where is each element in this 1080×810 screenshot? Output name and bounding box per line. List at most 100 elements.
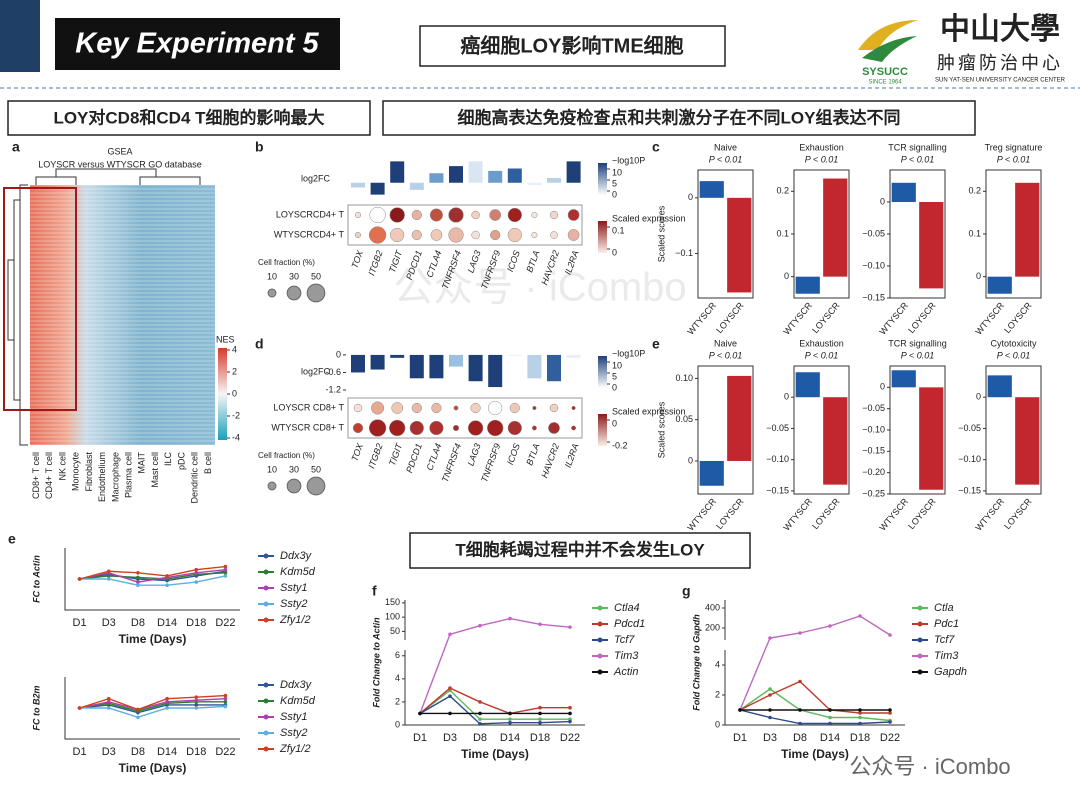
dot bbox=[368, 226, 387, 244]
bar bbox=[823, 397, 848, 485]
x-tick-label: D14 bbox=[157, 617, 177, 629]
fc-bar bbox=[507, 168, 522, 183]
y-tick-label: −0.25 bbox=[862, 488, 885, 498]
dot bbox=[430, 229, 443, 241]
colorbar-tick-label: 4 bbox=[232, 344, 237, 354]
y-tick-label: −0.15 bbox=[862, 292, 885, 302]
column-label: ILC bbox=[163, 452, 173, 467]
highlight-box bbox=[3, 187, 77, 411]
series-point bbox=[478, 711, 482, 716]
logo-cn: 中山大學 bbox=[940, 13, 1060, 46]
y-tick-label: 0 bbox=[715, 719, 720, 729]
legend-swatch bbox=[263, 746, 269, 752]
bar bbox=[987, 375, 1012, 398]
series-point bbox=[448, 711, 452, 716]
y-tick-label: −0.10 bbox=[862, 424, 885, 434]
gene-label: CTLA4 bbox=[425, 442, 444, 472]
colorbar-tick-label: 10 bbox=[612, 167, 622, 177]
series-point bbox=[136, 575, 140, 580]
dot bbox=[550, 231, 558, 239]
colorbar-tick-label: 5 bbox=[612, 371, 617, 381]
bar bbox=[795, 276, 820, 294]
series-line bbox=[79, 704, 226, 714]
dot bbox=[448, 227, 464, 243]
dot bbox=[369, 206, 386, 224]
fc-bar bbox=[351, 354, 365, 373]
y-tick-label: −0.20 bbox=[862, 467, 885, 477]
legend-label: Tim3 bbox=[614, 650, 639, 662]
dot bbox=[352, 422, 364, 434]
dot bbox=[411, 229, 422, 241]
dot bbox=[531, 211, 538, 219]
heading-box bbox=[7, 100, 371, 136]
y-tick-label: −0.15 bbox=[862, 446, 885, 456]
y-tick-label: 0.1 bbox=[968, 228, 981, 238]
bar-title: Cytotoxicity bbox=[990, 338, 1037, 348]
bar bbox=[891, 370, 916, 388]
colorbar-tick-label: 0 bbox=[612, 382, 617, 392]
title-box bbox=[419, 25, 726, 67]
y-tick-label: −0.15 bbox=[766, 485, 789, 495]
column-label: NK cell bbox=[57, 452, 67, 481]
bar bbox=[1015, 182, 1040, 277]
plot-frame bbox=[985, 365, 1042, 495]
panel-label: b bbox=[255, 139, 264, 155]
series-point bbox=[165, 700, 169, 704]
series-point bbox=[165, 574, 169, 578]
bar-title: Treg signature bbox=[985, 142, 1043, 152]
dot bbox=[389, 207, 405, 223]
colorbar-tick-label: -0.2 bbox=[612, 440, 628, 450]
dot bbox=[567, 209, 580, 221]
series-point bbox=[418, 711, 422, 716]
series-point bbox=[165, 583, 169, 587]
dot bbox=[531, 425, 537, 431]
bar-title: TCR signalling bbox=[888, 142, 947, 152]
size-tick-label: 50 bbox=[311, 271, 321, 281]
heading-box bbox=[409, 532, 751, 569]
series-point bbox=[194, 571, 199, 575]
fc-bar bbox=[429, 173, 444, 183]
dot bbox=[509, 402, 520, 414]
y-label: Scaled scores bbox=[656, 205, 666, 262]
column-label: pDC bbox=[176, 452, 186, 471]
gene-label: LAG3 bbox=[465, 442, 482, 467]
series-point bbox=[194, 695, 199, 699]
series-point bbox=[888, 720, 892, 724]
legend-swatch bbox=[263, 698, 269, 704]
legend-swatch bbox=[263, 730, 269, 736]
dot bbox=[470, 402, 481, 414]
x-tick-label: D1 bbox=[73, 746, 87, 758]
y-tick-label: 200 bbox=[705, 622, 720, 632]
series-point bbox=[448, 632, 452, 637]
series-point bbox=[508, 720, 512, 725]
bar-subtitle: P < 0.01 bbox=[709, 350, 742, 360]
y-tick-label: -1.2 bbox=[325, 384, 341, 394]
dot bbox=[487, 419, 504, 437]
x-label: Time (Days) bbox=[119, 761, 187, 775]
x-tick-label: LOYSCR bbox=[714, 300, 746, 335]
gene-label: TIGIT bbox=[387, 441, 405, 467]
series-point bbox=[448, 686, 452, 690]
series-point bbox=[136, 583, 140, 587]
x-tick-label: D8 bbox=[131, 617, 145, 629]
y-tick-label: 0.05 bbox=[675, 414, 693, 424]
panel-label: a bbox=[12, 139, 20, 155]
fc-bar bbox=[449, 166, 463, 183]
series-point bbox=[194, 698, 199, 703]
legend-swatch bbox=[597, 605, 603, 611]
fc-bar bbox=[488, 354, 503, 388]
x-tick-label: D8 bbox=[131, 746, 145, 758]
column-label: MAIT bbox=[137, 451, 147, 473]
gene-label: BTLA bbox=[524, 442, 541, 467]
x-tick-label: D18 bbox=[530, 732, 550, 744]
colorbar bbox=[598, 163, 607, 195]
panel-label: f bbox=[372, 583, 377, 599]
legend-label: Ddx3y bbox=[280, 679, 313, 691]
y-tick-label: −0.10 bbox=[766, 454, 789, 464]
gene-label: TNFRSF9 bbox=[479, 442, 502, 483]
gene-label: ITGB2 bbox=[366, 442, 384, 470]
fc-bar bbox=[566, 354, 581, 358]
series-line bbox=[419, 617, 571, 714]
heading: T细胞耗竭过程中并不会发生LOY bbox=[455, 539, 705, 559]
